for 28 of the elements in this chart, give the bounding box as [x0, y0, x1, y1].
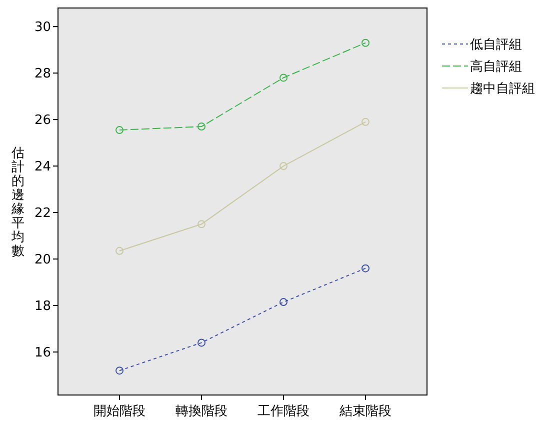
y-tick-label: 24 [34, 160, 51, 175]
legend-label: 低自評組 [470, 38, 522, 53]
y-tick-label: 20 [34, 252, 51, 268]
y-axis-title: 估計的邊緣平均數 [10, 146, 24, 260]
y-tick-label: 18 [34, 299, 51, 314]
y-tick-label: 16 [34, 346, 51, 361]
point [362, 264, 370, 272]
point [280, 298, 288, 306]
x-tick-label: 工作階段 [258, 404, 310, 419]
point [198, 122, 206, 131]
x-tick-label: 轉換階段 [176, 404, 228, 419]
point [198, 220, 206, 228]
point [116, 366, 124, 375]
point [280, 162, 288, 170]
point [280, 74, 288, 82]
legend-label: 高自評組 [470, 58, 522, 75]
point [198, 338, 206, 347]
point [362, 38, 370, 47]
point [116, 246, 124, 255]
y-tick-label: 28 [34, 66, 51, 82]
legend-label: 趨中自評組 [470, 82, 535, 97]
y-tick-label: 26 [34, 113, 51, 128]
point [116, 126, 124, 134]
y-tick-label: 30 [34, 20, 51, 36]
x-tick-label: 結束階段 [338, 404, 392, 419]
x-tick-label: 開始階段 [94, 404, 146, 419]
y-tick-label: 22 [34, 206, 51, 222]
point [362, 118, 370, 126]
